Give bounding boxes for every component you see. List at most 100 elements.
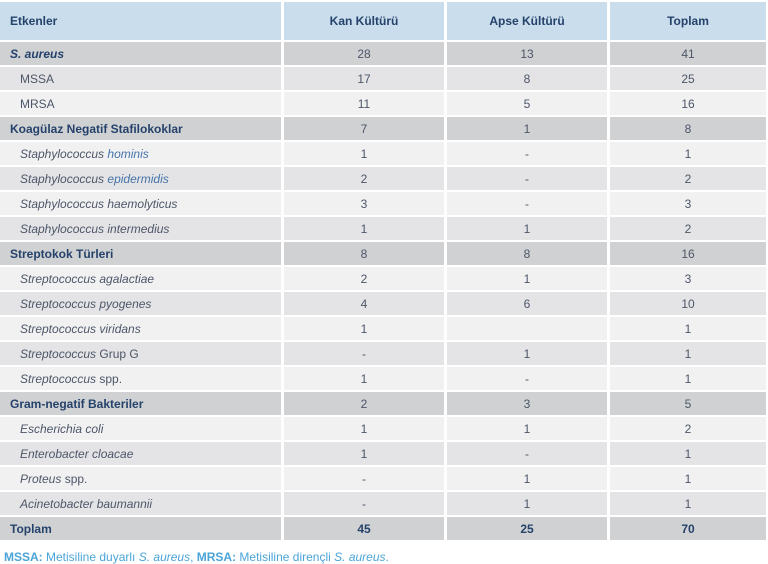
row-label-text: Gram-negatif Bakteriler — [10, 396, 144, 411]
table-row: Staphylococcus haemolyticus 3-3 — [0, 190, 766, 215]
table-row: MRSA 11 5 16 — [0, 90, 766, 115]
cell-value: - — [444, 365, 607, 390]
cell-value: 4 — [281, 290, 444, 315]
row-label: Escherichia coli — [0, 415, 281, 440]
row-label-text: Proteus — [20, 471, 62, 486]
cell-value: 1 — [444, 465, 607, 490]
cell-value: 8 — [607, 115, 766, 140]
cell-value: 1 — [444, 490, 607, 515]
table-row: Acinetobacter baumannii -1 1 — [0, 490, 766, 515]
row-label-text: MRSA — [20, 96, 55, 111]
table-row: Staphylococcus epidermidis 2-2 — [0, 165, 766, 190]
row-label: Acinetobacter baumannii — [0, 490, 281, 515]
row-label-text: spp. — [96, 371, 123, 386]
cell-value: 1 — [281, 415, 444, 440]
row-label-text: Streptococcus — [20, 346, 97, 361]
cell-value: - — [444, 165, 607, 190]
row-label: Koagülaz Negatif Stafilokoklar — [0, 115, 281, 140]
row-label-text: Enterobacter cloacae — [20, 446, 134, 461]
cell-value: 25 — [444, 515, 607, 540]
cell-value: 1 — [607, 140, 766, 165]
table-row: Enterobacter cloacae 1-1 — [0, 440, 766, 465]
row-label: Staphylococcus epidermidis — [0, 165, 281, 190]
row-label: Streptococcus spp. — [0, 365, 281, 390]
footnote-text: MSSA: — [4, 550, 43, 564]
cell-value: - — [444, 190, 607, 215]
table-row: Streptococcus pyogenes 4 6 10 — [0, 290, 766, 315]
cell-value: 1 — [444, 115, 607, 140]
column-header-etkenler: Etkenler — [0, 2, 281, 40]
column-header-toplam: Toplam — [607, 2, 766, 40]
cell-value: 1 — [444, 215, 607, 240]
table-row: Gram-negatif Bakteriler 2 3 5 — [0, 390, 766, 415]
cell-value: 1 — [607, 365, 766, 390]
row-label-text: Streptococcus — [20, 371, 97, 386]
cell-value: 7 — [281, 115, 444, 140]
row-label-text: Escherichia coli — [20, 421, 104, 436]
cell-value: 3 — [607, 190, 766, 215]
cell-value: 2 — [281, 165, 444, 190]
cell-value: 1 — [607, 440, 766, 465]
cell-value: 1 — [281, 215, 444, 240]
row-label-text: spp. — [61, 471, 88, 486]
table-row: S. aureus 28 13 41 — [0, 40, 766, 65]
row-label-text: Toplam — [10, 521, 52, 536]
table-row: Streptococcus agalactiae 2 1 3 — [0, 265, 766, 290]
footnote-text: Metisiline dirençli — [236, 550, 335, 564]
row-label: Staphylococcus haemolyticus — [0, 190, 281, 215]
cell-value — [444, 315, 607, 340]
row-label-text: MSSA — [20, 71, 55, 86]
header-row: Etkenler Kan Kültürü Apse Kültürü Toplam — [0, 2, 766, 40]
cell-value: 11 — [281, 90, 444, 115]
cell-value: - — [444, 140, 607, 165]
row-label: Streptococcus agalactiae — [0, 265, 281, 290]
footnote-text: . — [385, 550, 389, 564]
row-label-text: Acinetobacter baumannii — [20, 496, 153, 511]
row-label-text: Streptococcus viridans — [20, 321, 141, 336]
cell-value: 70 — [607, 515, 766, 540]
cell-value: 1 — [607, 315, 766, 340]
cell-value: 1 — [444, 265, 607, 290]
row-label: Toplam — [0, 515, 281, 540]
footnote-text: , — [190, 550, 197, 564]
row-label-text: Streptococcus agalactiae — [20, 271, 155, 286]
species-link[interactable]: hominis — [107, 146, 149, 161]
row-label-text: Staphylococcus haemolyticus — [20, 196, 178, 211]
table-row: Proteus spp. -1 1 — [0, 465, 766, 490]
cell-value: 1 — [607, 490, 766, 515]
cell-value: 1 — [444, 415, 607, 440]
row-label-text: Streptokok Türleri — [10, 246, 114, 261]
cell-value: 13 — [444, 40, 607, 65]
row-label: Streptococcus pyogenes — [0, 290, 281, 315]
cell-value: 5 — [444, 90, 607, 115]
table-row: Koagülaz Negatif Stafilokoklar 7 1 8 — [0, 115, 766, 140]
table-row: Streptococcus spp. 1-1 — [0, 365, 766, 390]
row-label-text: Grup G — [96, 346, 139, 361]
cell-value: 2 — [281, 390, 444, 415]
footnote-text: S. aureus — [334, 550, 386, 564]
row-label: Streptokok Türleri — [0, 240, 281, 265]
cell-value: 1 — [444, 340, 607, 365]
cell-value: 6 — [444, 290, 607, 315]
species-link[interactable]: epidermidis — [107, 171, 169, 186]
row-label: Proteus spp. — [0, 465, 281, 490]
cell-value: 2 — [281, 265, 444, 290]
cell-value: - — [281, 340, 444, 365]
cell-value: 3 — [607, 265, 766, 290]
table-row: Escherichia coli 1 1 2 — [0, 415, 766, 440]
row-label: MSSA — [0, 65, 281, 90]
cell-value: 2 — [607, 415, 766, 440]
cell-value: 1 — [607, 340, 766, 365]
cell-value: 8 — [444, 65, 607, 90]
table-body: S. aureus 28 13 41 MSSA 17 8 25 MRSA 11 5 16 Koagüla… — [0, 40, 766, 540]
row-label-text: Streptococcus pyogenes — [20, 296, 152, 311]
cell-value: 28 — [281, 40, 444, 65]
cell-value: 2 — [607, 215, 766, 240]
row-label: MRSA — [0, 90, 281, 115]
column-header-apse-kulturu: Apse Kültürü — [444, 2, 607, 40]
cell-value: - — [444, 440, 607, 465]
row-label-text: Staphylococcus — [20, 146, 108, 161]
table-row: Streptococcus viridans 1 1 — [0, 315, 766, 340]
